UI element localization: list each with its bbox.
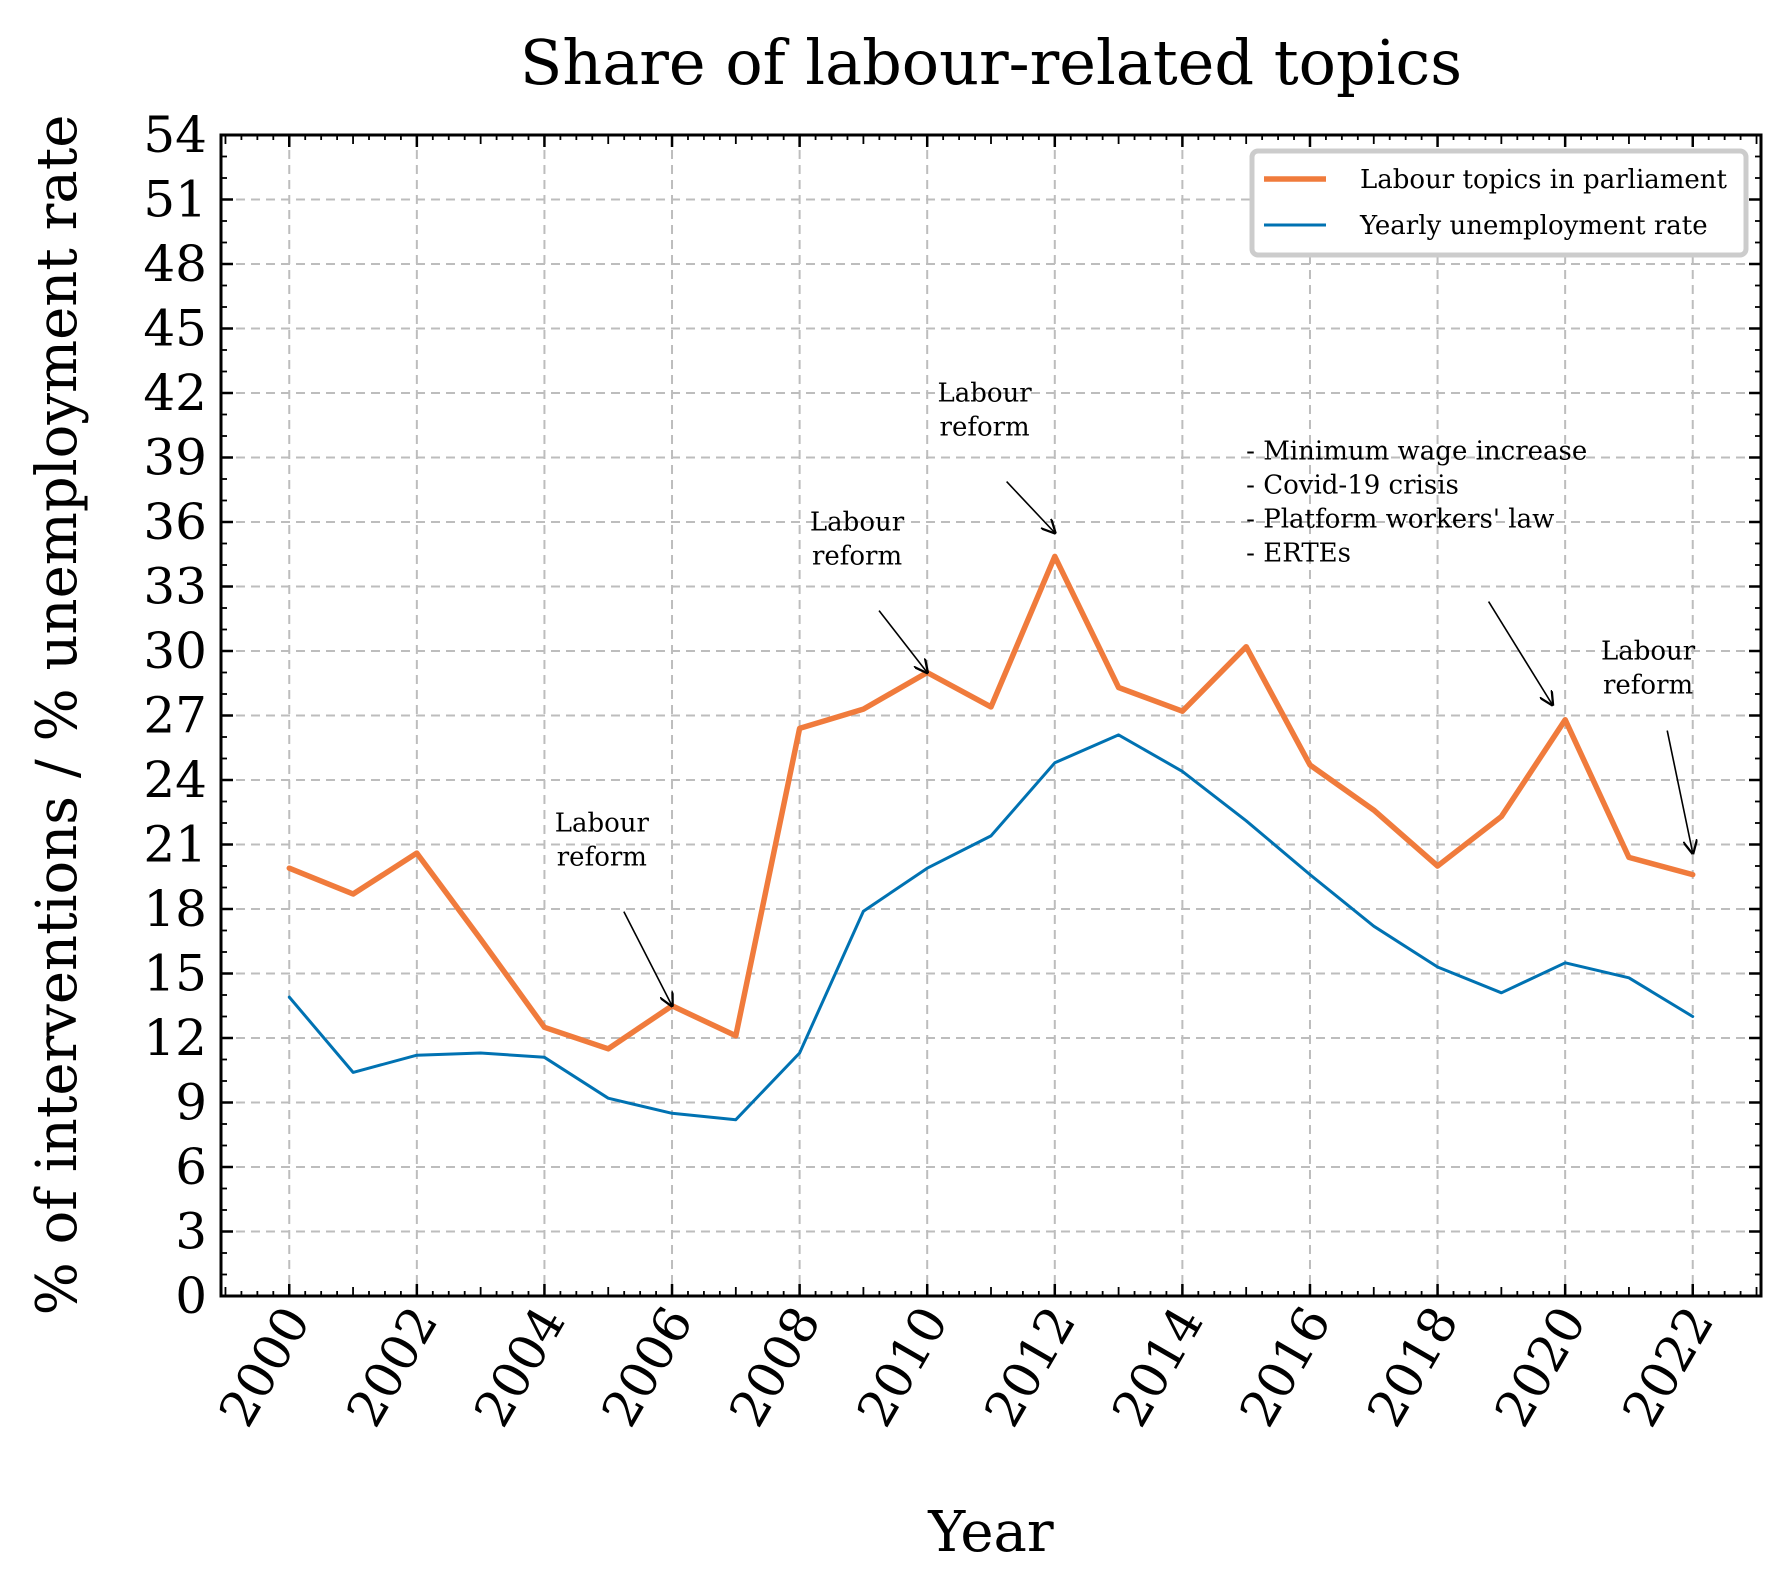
y-tick-label: 9 <box>175 1074 207 1132</box>
y-tick-label: 51 <box>143 171 207 229</box>
grid <box>221 135 1761 1296</box>
annotation-text: - Platform workers' law <box>1246 505 1554 535</box>
y-tick-label: 54 <box>143 106 207 164</box>
annotation-events-2020: - Minimum wage increase - Covid-19 crisis… <box>1246 437 1587 705</box>
annotation-reform-2022: Labour reform <box>1601 637 1696 854</box>
x-tick-label: 2010 <box>846 1297 960 1436</box>
y-tick-label: 0 <box>175 1267 207 1325</box>
annotation-text: Labour <box>937 379 1032 409</box>
annotation-reform-2012: Labour reform <box>937 379 1054 533</box>
x-tick-label: 2008 <box>718 1297 832 1436</box>
y-tick-label: 24 <box>143 751 207 809</box>
annotation-arrow <box>1006 481 1055 533</box>
y-tick-label: 3 <box>175 1203 207 1261</box>
annotation-arrow <box>623 911 672 1006</box>
annotation-text: reform <box>940 413 1030 443</box>
annotation-text: reform <box>812 542 902 572</box>
series-layer <box>286 553 1696 1122</box>
y-tick-label: 30 <box>143 622 207 680</box>
x-tick-label: 2000 <box>208 1297 322 1436</box>
x-tick-label: 2012 <box>973 1297 1087 1436</box>
y-tick-label: 21 <box>143 816 207 874</box>
y-tick-label: 12 <box>143 1009 207 1067</box>
plot-frame <box>219 133 1763 1298</box>
x-tick-label: 2022 <box>1611 1297 1725 1436</box>
x-tick-label: 2016 <box>1229 1297 1343 1436</box>
y-tick-label: 48 <box>143 235 207 293</box>
annotation-text: - ERTEs <box>1246 539 1351 569</box>
annotation-text: reform <box>557 843 647 873</box>
y-tick-label: 33 <box>143 558 207 616</box>
x-tick-label: 2018 <box>1356 1297 1470 1436</box>
annotation-arrow <box>1487 601 1553 705</box>
annotation-text: Labour <box>1601 637 1696 667</box>
y-tick-label: 39 <box>143 429 207 487</box>
x-axis-label: Year <box>927 1500 1054 1565</box>
annotation-arrow <box>1666 730 1693 854</box>
legend-box <box>1249 148 1749 258</box>
y-tick-label: 45 <box>143 300 207 358</box>
annotation-text: - Covid-19 crisis <box>1246 471 1459 501</box>
x-tick-label: 2020 <box>1484 1297 1598 1436</box>
annotation-text: Labour <box>810 508 905 538</box>
annotation-text: reform <box>1603 671 1693 701</box>
y-tick-label: 15 <box>143 945 207 1003</box>
y-tick-label: 42 <box>143 364 207 422</box>
annotation-arrow <box>878 610 927 673</box>
x-tick-label: 2004 <box>463 1297 577 1436</box>
annotations: Labour reform Labour reform Labour reform - Mi… <box>555 379 1696 1006</box>
y-tick-label: 6 <box>175 1138 207 1196</box>
annotation-reform-2010: Labour reform <box>810 508 927 673</box>
y-tick-label: 27 <box>143 687 207 745</box>
annotation-reform-2006: Labour reform <box>555 809 672 1006</box>
series-line-unemployment-rate <box>287 733 1695 1122</box>
legend: Labour topics in parliament Yearly unempl… <box>1249 148 1749 258</box>
y-axis-label: % of interventions / % unemployment rate <box>25 115 90 1316</box>
x-tick-label: 2002 <box>335 1297 449 1436</box>
series-line-labour-topics <box>286 553 1696 1052</box>
legend-label: Yearly unemployment rate <box>1359 211 1708 241</box>
chart-title: Share of labour-related topics <box>520 26 1462 99</box>
annotation-text: - Minimum wage increase <box>1246 437 1587 467</box>
y-tick-label: 36 <box>143 493 207 551</box>
annotation-text: Labour <box>555 809 650 839</box>
x-tick-label: 2014 <box>1101 1297 1215 1436</box>
y-tick-label: 18 <box>143 880 207 938</box>
x-tick-label: 2006 <box>591 1297 705 1436</box>
legend-label: Labour topics in parliament <box>1360 165 1728 195</box>
